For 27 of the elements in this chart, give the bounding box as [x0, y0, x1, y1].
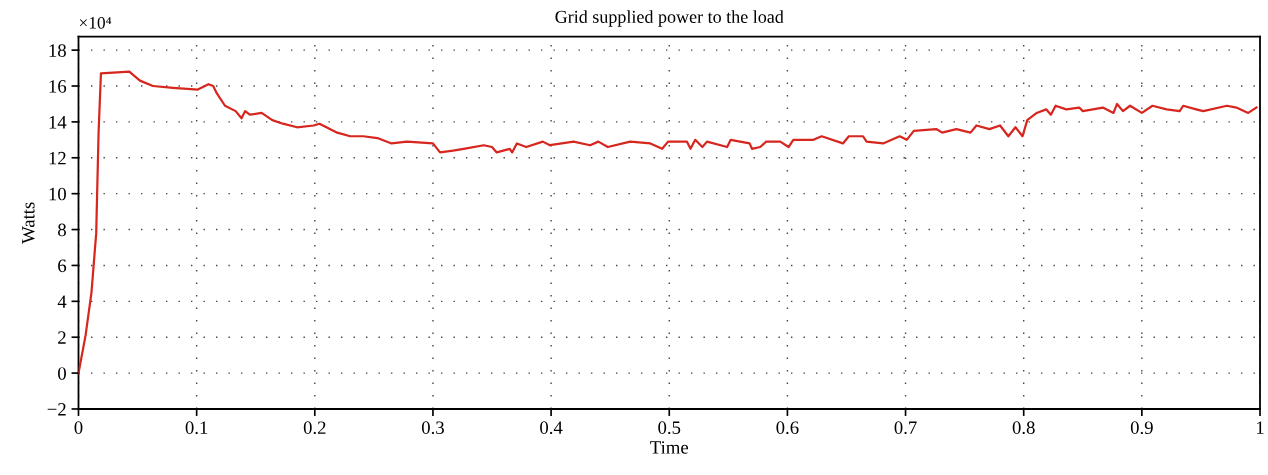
y-tick-label: 0 — [58, 367, 66, 380]
y-tick-label: −2 — [47, 403, 66, 416]
x-tick-label: 0.2 — [303, 421, 326, 435]
y-tick-label: 8 — [58, 223, 66, 237]
y-tick-label: 4 — [57, 295, 67, 308]
y-tick-label: 16 — [49, 80, 67, 93]
y-tick-label: 10 — [49, 187, 66, 201]
x-tick-label: 0 — [74, 421, 83, 434]
y-tick-label: 18 — [49, 44, 66, 57]
chart-title: Grid supplied power to the load — [555, 10, 784, 27]
x-tick-label: 0.9 — [1130, 421, 1153, 435]
line-series — [78, 70, 1258, 375]
text: ×10⁴ — [79, 16, 112, 29]
x-tick-label: 0.8 — [1012, 421, 1035, 435]
y-axis-title: Watts — [22, 202, 35, 244]
y-tick-label: 6 — [58, 259, 67, 273]
x-axis-title: Time — [650, 441, 689, 454]
x-tick-label: 0.4 — [540, 421, 563, 435]
x-tick-label: 0.7 — [894, 421, 917, 435]
y-tick-label: 2 — [58, 331, 66, 344]
x-tick-label: 0.1 — [185, 421, 208, 435]
x-tick-label: 0.6 — [776, 421, 799, 435]
x-tick-label: 0.5 — [658, 421, 681, 435]
y-tick-label: 14 — [49, 116, 67, 129]
y-tick-label: 12 — [49, 151, 66, 165]
x-tick-label: 0.3 — [421, 421, 444, 435]
x-tick-label: 1 — [1256, 421, 1264, 434]
